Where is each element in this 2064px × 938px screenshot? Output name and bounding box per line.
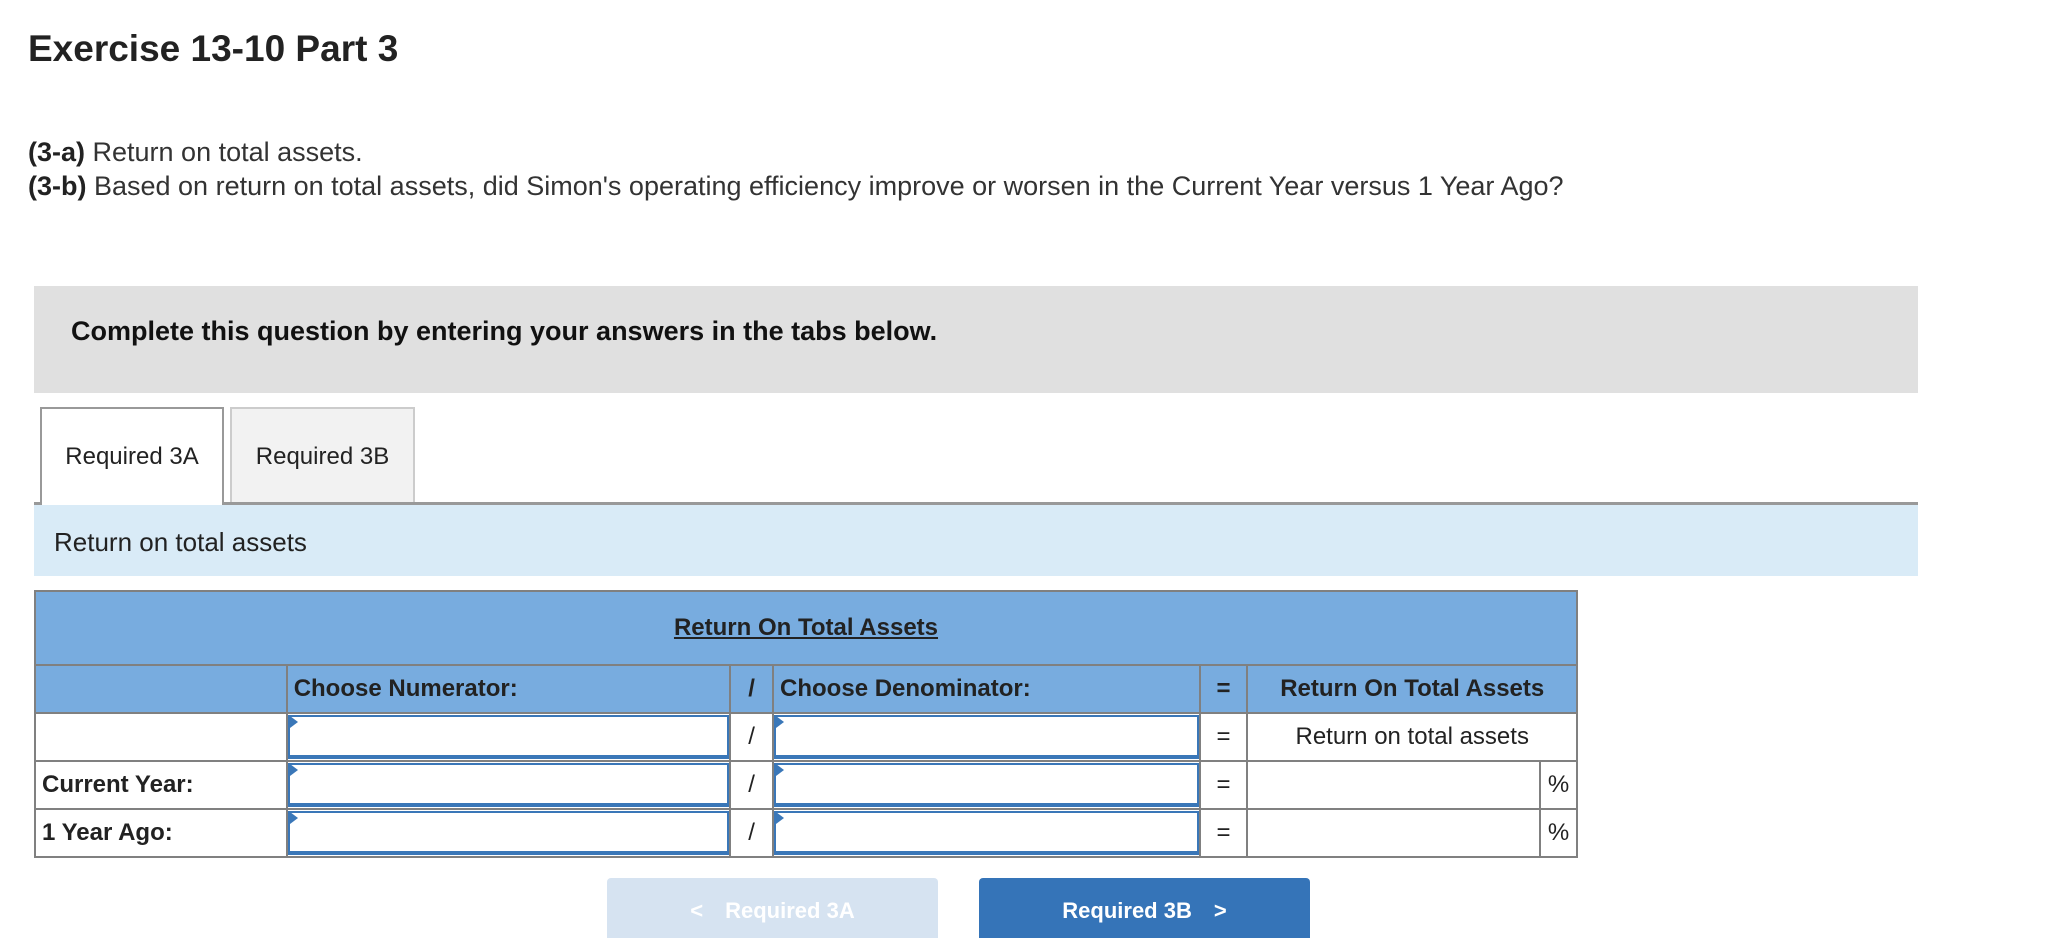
- numerator-input[interactable]: [287, 715, 730, 759]
- dropdown-marker-icon: [289, 716, 298, 728]
- table-row: 1 Year Ago: / = %: [34, 808, 1579, 858]
- question-text: Return on total assets.: [85, 137, 363, 167]
- denominator-select[interactable]: [772, 712, 1201, 762]
- tab-required-3b[interactable]: Required 3B: [230, 407, 415, 504]
- row-label: [34, 712, 288, 762]
- panel-header: Return on total assets: [34, 505, 1918, 576]
- slash-header: /: [729, 664, 775, 714]
- column-header-row: Choose Numerator: / Choose Denominator: …: [34, 664, 1578, 714]
- equals-header: =: [1198, 664, 1249, 714]
- result-header: Return On Total Assets: [1246, 664, 1578, 714]
- row-label: Current Year:: [34, 760, 288, 810]
- denominator-select[interactable]: [772, 760, 1201, 810]
- equals-sign: =: [1198, 712, 1249, 762]
- table-title-row: Return On Total Assets: [34, 590, 1578, 666]
- dropdown-marker-icon: [289, 812, 298, 824]
- result-input[interactable]: [1246, 808, 1541, 858]
- percent-unit: %: [1538, 760, 1579, 810]
- prev-label: Required 3A: [725, 898, 855, 923]
- dropdown-marker-icon: [776, 812, 785, 824]
- dropdown-marker-icon: [289, 764, 298, 776]
- next-label: Required 3B: [1062, 898, 1192, 923]
- denominator-input[interactable]: [774, 715, 1199, 759]
- denominator-input[interactable]: [774, 811, 1199, 855]
- divide-sign: /: [729, 712, 775, 762]
- denominator-header: Choose Denominator:: [772, 664, 1201, 714]
- divide-sign: /: [729, 760, 775, 810]
- instruction-text: Complete this question by entering your …: [71, 316, 938, 346]
- prev-button[interactable]: < Required 3A: [607, 878, 938, 938]
- table-title: Return On Total Assets: [34, 590, 1578, 666]
- row-label: 1 Year Ago:: [34, 808, 288, 858]
- dropdown-marker-icon: [776, 716, 785, 728]
- numerator-select[interactable]: [285, 760, 732, 810]
- next-button[interactable]: Required 3B >: [979, 878, 1310, 938]
- panel-title: Return on total assets: [54, 527, 307, 557]
- chevron-right-icon: >: [1213, 898, 1227, 923]
- question-tag: (3-b): [28, 171, 87, 201]
- chevron-left-icon: <: [690, 898, 704, 923]
- question-tag: (3-a): [28, 137, 86, 167]
- numerator-input[interactable]: [287, 811, 730, 855]
- return-on-assets-table: Return On Total Assets Choose Numerator:…: [34, 590, 1579, 858]
- formula-row: / = Return on total assets: [34, 712, 1578, 762]
- result-input[interactable]: [1246, 760, 1541, 810]
- divide-sign: /: [729, 808, 775, 858]
- dropdown-marker-icon: [776, 764, 785, 776]
- question-3a: (3-a) Return on total assets.: [28, 137, 363, 168]
- equals-sign: =: [1198, 808, 1249, 858]
- table-row: Current Year: / = %: [34, 760, 1579, 810]
- numerator-select[interactable]: [285, 808, 732, 858]
- denominator-select[interactable]: [772, 808, 1201, 858]
- question-3b: (3-b) Based on return on total assets, d…: [28, 171, 1564, 202]
- percent-unit: %: [1538, 808, 1579, 858]
- page-title: Exercise 13-10 Part 3: [28, 28, 399, 69]
- result-label: Return on total assets: [1246, 712, 1578, 762]
- numerator-header: Choose Numerator:: [285, 664, 732, 714]
- instruction-banner: Complete this question by entering your …: [34, 286, 1918, 393]
- empty-header: [34, 664, 288, 714]
- numerator-input[interactable]: [287, 763, 730, 807]
- tab-divider: [34, 502, 1918, 505]
- tab-required-3a[interactable]: Required 3A: [40, 407, 224, 505]
- numerator-select[interactable]: [285, 712, 732, 762]
- question-text: Based on return on total assets, did Sim…: [86, 171, 1564, 201]
- equals-sign: =: [1198, 760, 1249, 810]
- denominator-input[interactable]: [774, 763, 1199, 807]
